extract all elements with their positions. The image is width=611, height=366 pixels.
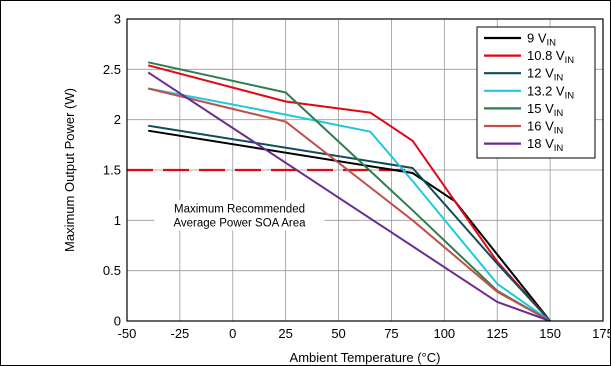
x-tick-label: 100 (433, 326, 455, 341)
legend-label-subscript-3: IN (565, 90, 575, 101)
legend-box (476, 26, 596, 159)
x-tick-label: 175 (592, 326, 611, 341)
series-line-1 (147, 64, 551, 322)
x-tick-label: 0 (229, 326, 236, 341)
x-axis-title: Ambient Temperature (°C) (290, 350, 441, 365)
legend-label-subscript-1: IN (565, 55, 575, 66)
x-tick-label: 150 (539, 326, 561, 341)
legend-label-subscript-6: IN (554, 143, 564, 154)
series-line-5 (147, 87, 551, 322)
legend-label-subscript-5: IN (554, 126, 564, 137)
x-tick-label: -50 (118, 326, 137, 341)
y-tick-label: 0 (114, 314, 121, 329)
x-tick-label: 75 (384, 326, 398, 341)
series-line-0 (148, 129, 551, 322)
legend-label-3: 13.2 VIN (527, 83, 574, 101)
legend-label-subscript-2: IN (554, 73, 564, 84)
soa-annotation-line-1: Maximum Recommended (174, 203, 305, 215)
y-tick-label: 1.5 (103, 163, 121, 178)
series-line-3 (148, 87, 551, 322)
soa-annotation: Maximum Recommended Average Power SOA Ar… (154, 200, 325, 231)
x-tick-label: 50 (331, 326, 345, 341)
legend-label-1: 10.8 VIN (527, 48, 574, 66)
x-tick-label: -25 (170, 326, 189, 341)
y-tick-label: 3 (114, 12, 121, 27)
legend-label-subscript-4: IN (554, 108, 564, 119)
x-tick-labels: -50 -25 0 25 50 75 100 125 150 175 (118, 326, 611, 341)
soa-annotation-line-2: Average Power SOA Area (173, 217, 306, 229)
y-tick-label: 2 (114, 112, 121, 127)
y-tick-labels: 0 0.5 1 1.5 2 2.5 3 (103, 12, 121, 329)
series-group (147, 61, 551, 322)
soa-annotation-box (154, 200, 325, 231)
plot-area-border (126, 18, 604, 322)
legend-label-subscript-0: IN (547, 38, 557, 49)
x-tick-label: 125 (486, 326, 508, 341)
series-line-2 (148, 124, 551, 322)
y-axis-title: Maximum Output Power (W) (62, 88, 77, 252)
y-tick-label: 0.5 (103, 263, 121, 278)
series-line-6 (147, 71, 551, 322)
y-tick-label: 2.5 (103, 62, 121, 77)
y-tick-label: 1 (114, 213, 121, 228)
x-tick-label: 25 (278, 326, 292, 341)
